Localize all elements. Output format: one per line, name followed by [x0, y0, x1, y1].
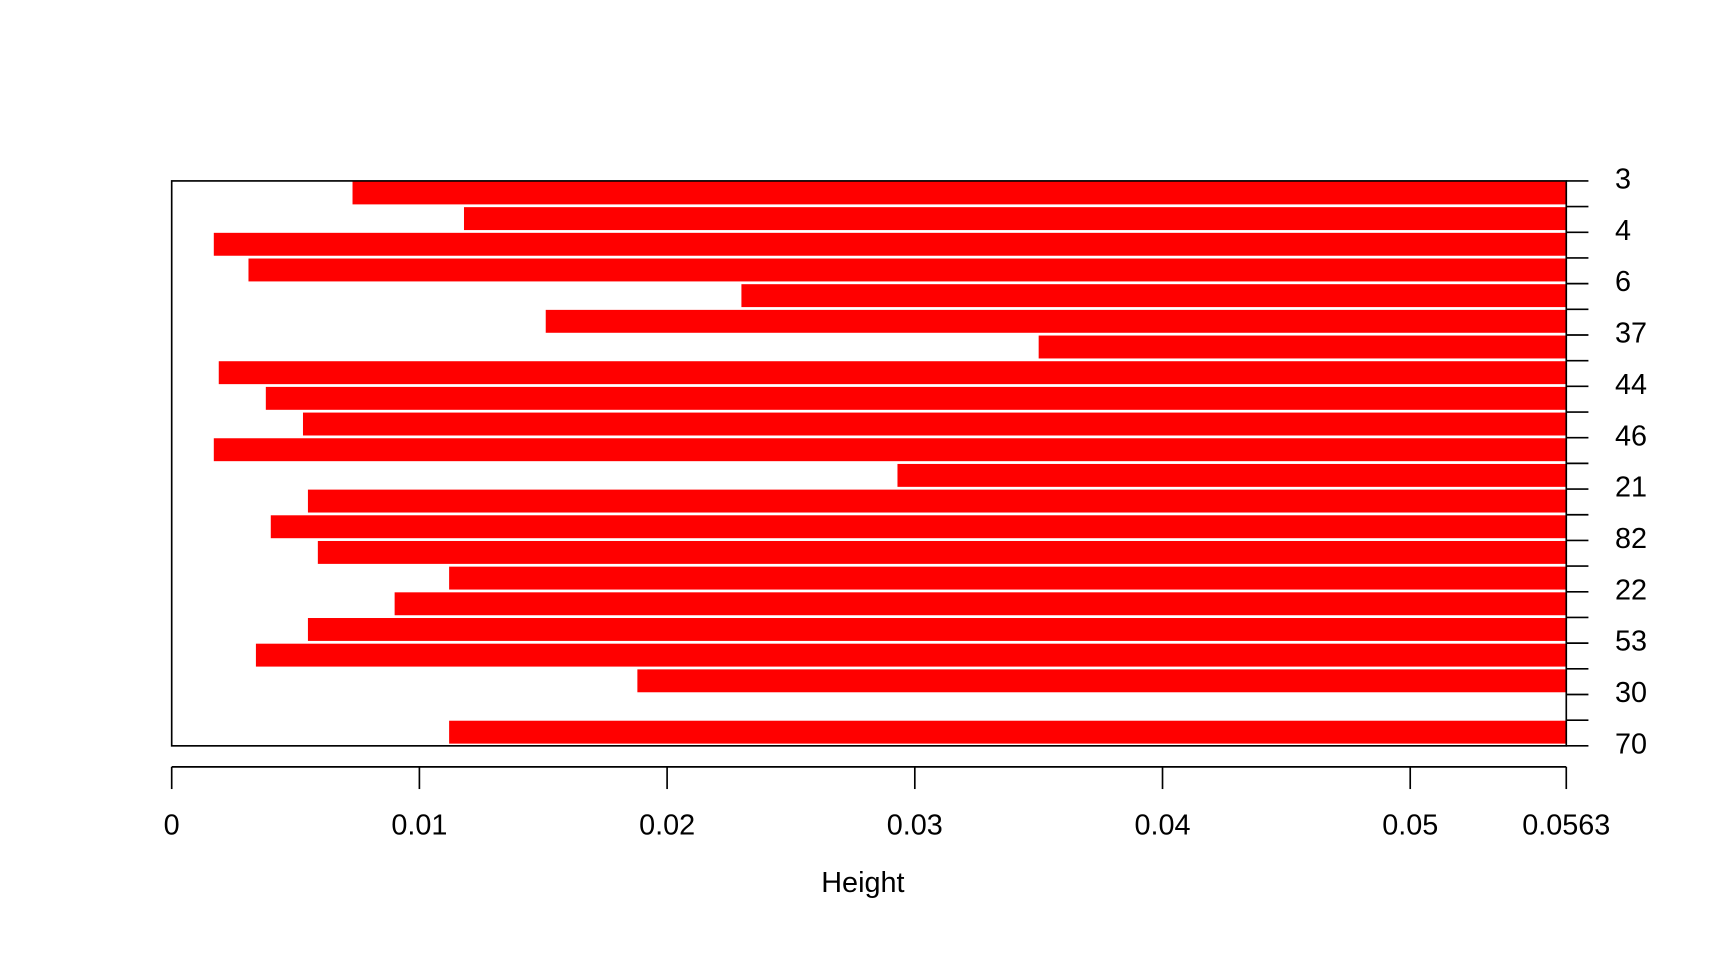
y-tick-label: 53	[1615, 626, 1647, 658]
bar	[1038, 335, 1567, 359]
bar	[637, 669, 1567, 693]
y-tick-label: 30	[1615, 677, 1647, 709]
y-tick-label: 6	[1615, 266, 1631, 298]
x-tick-label: 0.02	[639, 809, 695, 841]
bar	[248, 258, 1567, 282]
bar	[307, 618, 1567, 641]
bar	[317, 540, 1567, 564]
bar	[270, 515, 1567, 539]
bar	[394, 592, 1567, 616]
bar	[213, 232, 1567, 256]
y-tick-label: 21	[1615, 472, 1647, 504]
bar	[265, 386, 1567, 410]
y-tick-label: 82	[1615, 523, 1647, 555]
bar	[352, 181, 1567, 205]
bar	[545, 309, 1567, 333]
x-tick-label: 0.05	[1382, 809, 1438, 841]
x-tick-label: 0.0563	[1522, 809, 1610, 841]
y-tick-label: 3	[1615, 164, 1631, 196]
y-tick-label: 46	[1615, 420, 1647, 452]
bar	[307, 489, 1567, 513]
x-tick-label: 0.04	[1134, 809, 1190, 841]
bar	[218, 361, 1567, 385]
bar	[463, 207, 1567, 231]
x-tick-label: 0.01	[391, 809, 447, 841]
x-tick-label: 0	[164, 809, 180, 841]
bar	[741, 284, 1567, 308]
bar	[449, 566, 1567, 590]
x-tick-label: 0.03	[887, 809, 943, 841]
y-tick-label: 37	[1615, 318, 1647, 350]
bar	[302, 412, 1567, 436]
y-tick-label: 44	[1615, 369, 1647, 401]
y-tick-label: 4	[1615, 215, 1631, 247]
x-axis-label: Height	[821, 867, 904, 899]
bar	[213, 438, 1567, 462]
bar	[449, 720, 1567, 744]
bar	[897, 463, 1567, 487]
bar	[255, 643, 1567, 667]
y-tick-label: 22	[1615, 574, 1647, 606]
y-tick-label: 70	[1615, 728, 1647, 760]
